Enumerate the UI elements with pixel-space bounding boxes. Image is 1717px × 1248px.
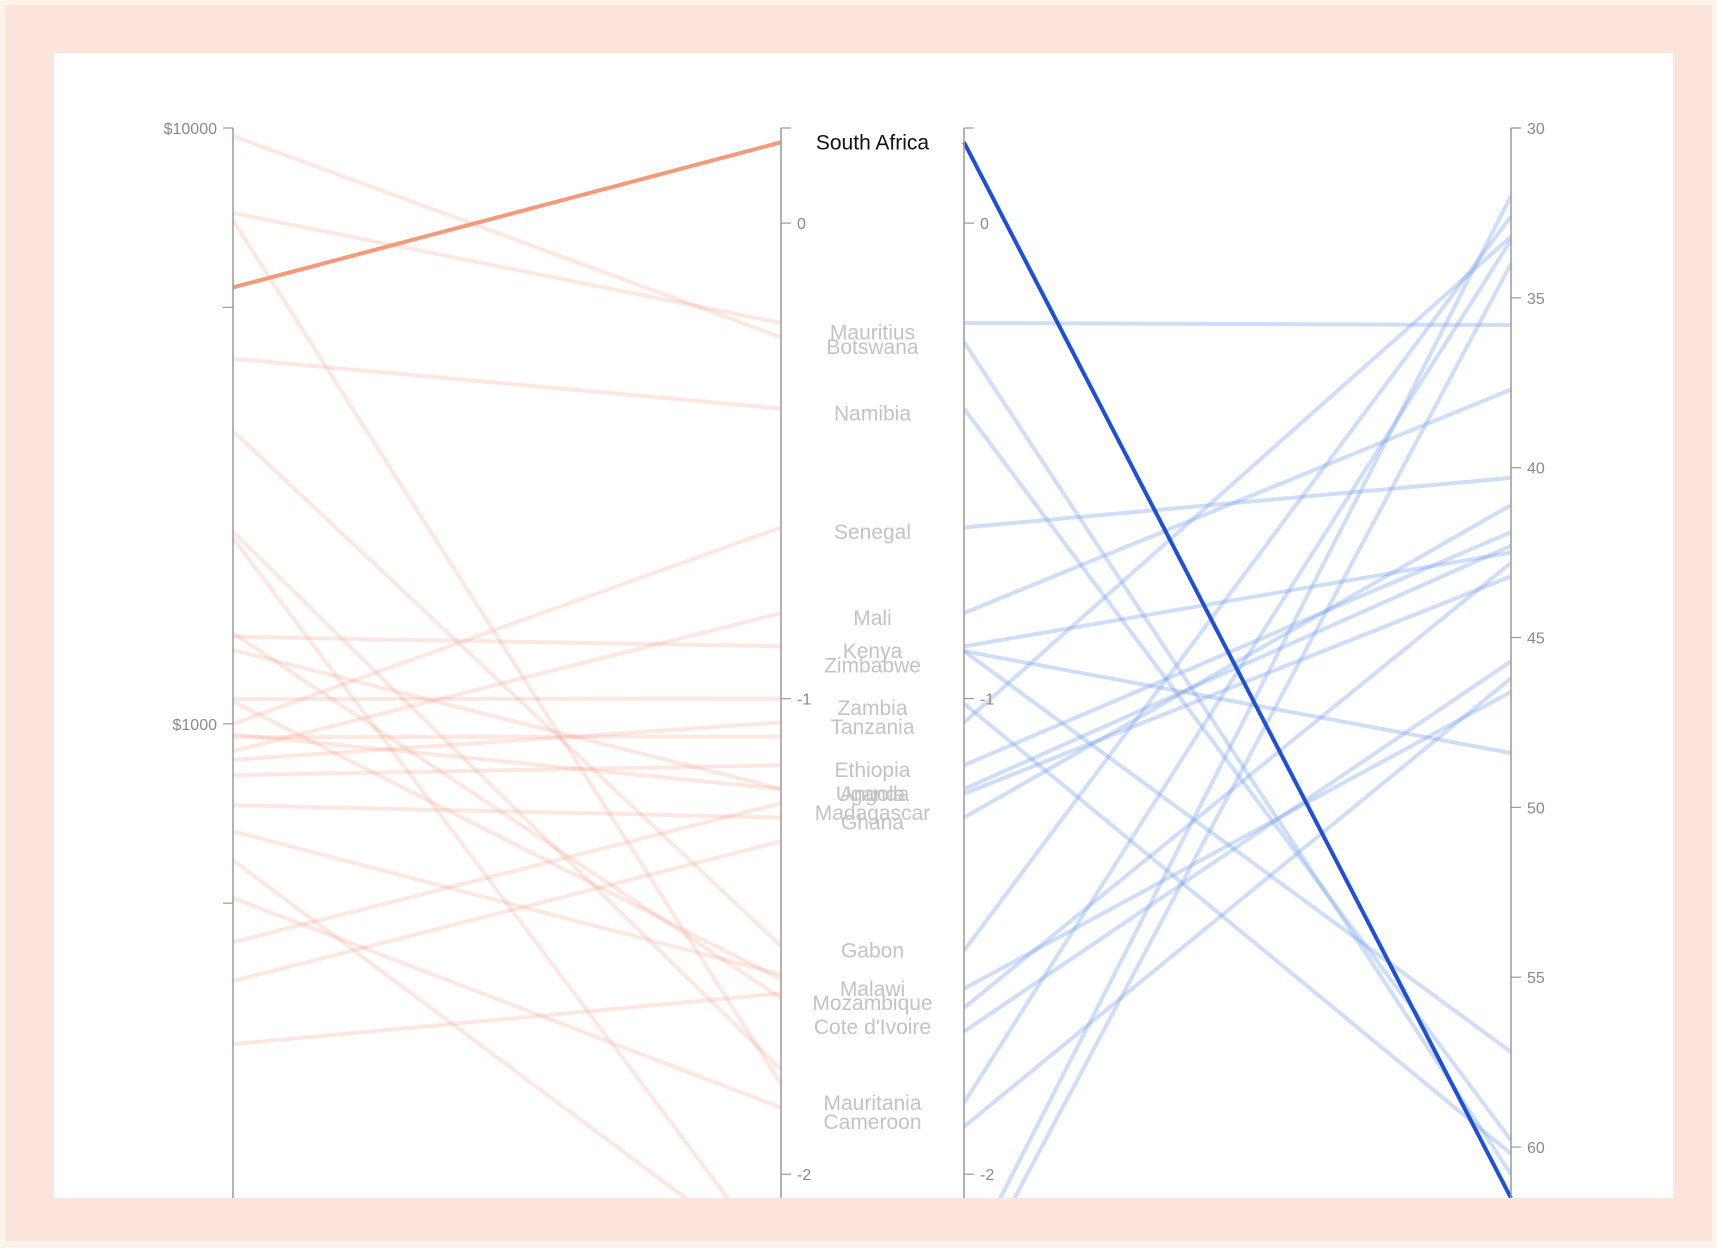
left-line[interactable]	[232, 801, 782, 945]
country-label[interactable]: Uganda	[836, 783, 910, 806]
left-line-highlight[interactable]	[232, 140, 782, 290]
right-line[interactable]	[962, 561, 1513, 1010]
country-label[interactable]: Mozambique	[812, 992, 932, 1015]
left-line[interactable]	[232, 648, 782, 791]
country-label[interactable]: Madagascar	[815, 802, 931, 825]
right-line[interactable]	[963, 320, 1512, 328]
left-line[interactable]	[232, 611, 782, 754]
parallel-coordinates-chart: $10000$10000-1-20-1-230354045505560South…	[164, 121, 1545, 1198]
right-line[interactable]	[963, 574, 1512, 796]
right-line[interactable]	[963, 530, 1512, 768]
tick-label-value_a: -2	[797, 1167, 811, 1184]
left-line[interactable]	[231, 429, 783, 948]
tick-label-value_a: -1	[797, 692, 811, 709]
right-line[interactable]	[962, 676, 1513, 1129]
country-label[interactable]: Botswana	[826, 336, 919, 359]
tick-label-value_c: 50	[1527, 800, 1545, 817]
country-label[interactable]: Cote d'Ivoire	[814, 1016, 931, 1039]
left-line[interactable]	[232, 732, 782, 792]
tick-label-value_c: 60	[1527, 1140, 1545, 1157]
left-line[interactable]	[232, 211, 782, 325]
left-line[interactable]	[232, 356, 782, 411]
right-line[interactable]	[964, 195, 1513, 1198]
left-line[interactable]	[231, 631, 783, 1000]
country-label[interactable]: Ethiopia	[835, 759, 911, 782]
right-line-highlight[interactable]	[962, 141, 1513, 1198]
country-label[interactable]: Angola	[840, 783, 906, 806]
right-line[interactable]	[962, 701, 1513, 1156]
country-label[interactable]: Senegal	[834, 521, 911, 544]
tick-label-gdp: $10000	[164, 121, 217, 138]
right-line[interactable]	[963, 475, 1512, 530]
country-label[interactable]: Ghana	[841, 811, 904, 834]
left-line[interactable]	[231, 219, 783, 1085]
country-label[interactable]: Mauritius	[830, 321, 915, 344]
right-line[interactable]	[962, 659, 1513, 1034]
tick-label-value_b: -1	[980, 692, 994, 709]
left-line[interactable]	[232, 720, 782, 762]
right-line[interactable]	[963, 387, 1512, 615]
country-label[interactable]: Mali	[853, 607, 892, 630]
right-line[interactable]	[963, 550, 1512, 649]
left-line[interactable]	[231, 858, 781, 1198]
right-line[interactable]	[964, 262, 1513, 1198]
tick-label-gdp: $1000	[173, 717, 218, 734]
right-line[interactable]	[963, 690, 1512, 991]
left-line[interactable]	[232, 991, 782, 1047]
chart-panel: $10000 $1000 0 -1 -2 0 -1 -2 30 35 40 45 50 55 60 South…	[54, 53, 1673, 1198]
right-line[interactable]	[963, 503, 1512, 820]
left-line[interactable]	[232, 803, 782, 820]
country-label[interactable]: Zimbabwe	[824, 654, 921, 677]
left-line[interactable]	[232, 525, 782, 726]
right-line[interactable]	[962, 235, 1513, 724]
left-line[interactable]	[232, 829, 782, 977]
tick-label-value_c: 55	[1527, 970, 1545, 987]
left-line[interactable]	[231, 536, 781, 1198]
left-line[interactable]	[232, 699, 782, 982]
left-line[interactable]	[232, 634, 782, 649]
right-line[interactable]	[962, 649, 1513, 1054]
tick-label-value_c: 35	[1527, 291, 1545, 308]
left-line[interactable]	[232, 839, 782, 984]
country-label[interactable]: Zambia	[837, 697, 907, 720]
left-line[interactable]	[232, 896, 782, 1110]
tick-label-value_b: -2	[980, 1167, 994, 1184]
country-label[interactable]: Tanzania	[830, 716, 914, 739]
country-label[interactable]: Mauritania	[823, 1092, 921, 1115]
tick-label-value_a: 0	[797, 216, 806, 233]
left-line[interactable]	[232, 763, 782, 778]
right-line[interactable]	[962, 215, 1513, 952]
country-label[interactable]: Malawi	[840, 978, 905, 1001]
right-line[interactable]	[962, 340, 1513, 1176]
tick-label-value_c: 40	[1527, 461, 1545, 478]
left-line[interactable]	[232, 134, 782, 340]
tick-label-value_b: 0	[980, 216, 989, 233]
tick-label-value_c: 45	[1527, 631, 1545, 648]
country-label[interactable]: South Africa	[816, 131, 930, 154]
lines-layer	[231, 134, 1513, 1198]
country-label[interactable]: Kenya	[843, 640, 903, 663]
country-label[interactable]: Gabon	[841, 940, 904, 963]
right-line[interactable]	[963, 649, 1512, 755]
country-label[interactable]: Cameroon	[823, 1111, 921, 1134]
chart-frame: $10000 $1000 0 -1 -2 0 -1 -2 30 35 40 45 50 55 60 South…	[5, 5, 1712, 1241]
tick-label-value_c: 30	[1527, 121, 1545, 138]
left-line[interactable]	[231, 530, 783, 1072]
country-label[interactable]: Namibia	[834, 402, 911, 425]
